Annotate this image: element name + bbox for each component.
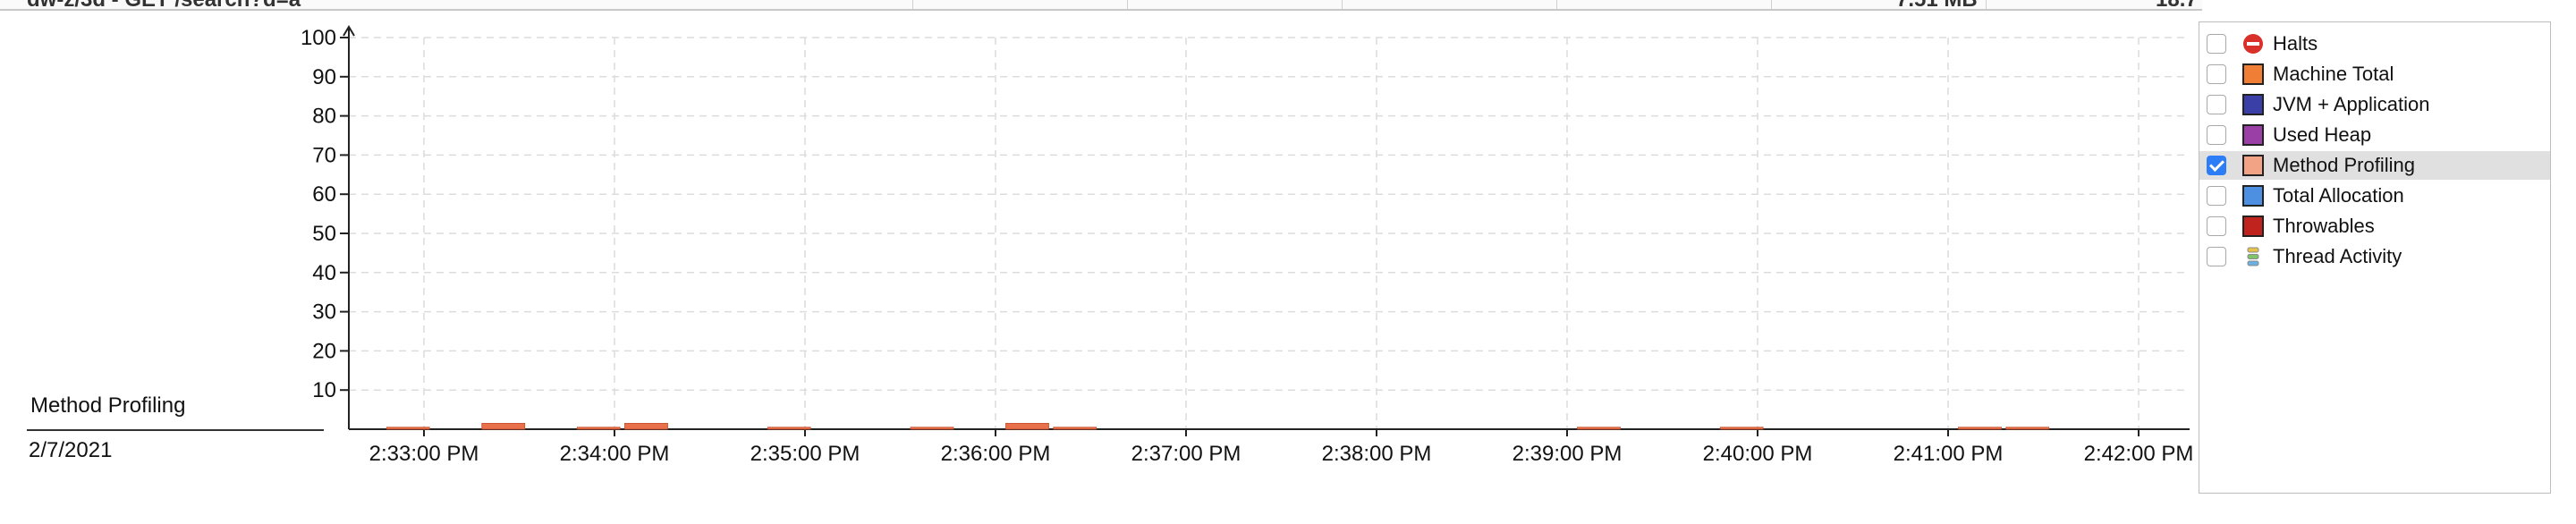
chart-plot[interactable]: 10 20 30 40 50 60 70 80 90 100 2:33:00 PM 2:34:00 …	[0, 0, 2202, 524]
data-bar	[1005, 423, 1049, 430]
y-tick-label: 70	[312, 143, 336, 167]
y-tick-label: 60	[312, 182, 336, 207]
chart-section-label: Method Profiling	[30, 393, 186, 418]
data-bar	[1577, 427, 1621, 430]
legend-checkbox[interactable]	[2207, 247, 2226, 266]
legend-item-machine-total[interactable]: Machine Total	[2199, 60, 2550, 89]
legend-checkbox[interactable]	[2207, 186, 2226, 206]
legend-label: Used Heap	[2273, 123, 2372, 146]
y-tick-label: 80	[312, 105, 336, 129]
y-tick-label: 20	[312, 339, 336, 363]
x-tick-label: 2:35:00 PM	[750, 442, 860, 466]
x-tick-label: 2:42:00 PM	[2084, 442, 2194, 466]
y-tick-label: 100	[301, 26, 336, 50]
color-swatch-icon	[2242, 63, 2264, 85]
y-tick-label: 40	[312, 261, 336, 285]
x-tick-label: 2:41:00 PM	[1894, 442, 2004, 466]
table-cell-divider	[1986, 0, 1987, 9]
legend-checkbox[interactable]	[2207, 216, 2226, 236]
table-cell-divider	[912, 0, 913, 9]
x-tick-label: 2:36:00 PM	[941, 442, 1051, 466]
legend-panel: Halts Machine Total JVM + Application Used …	[2199, 21, 2551, 494]
data-bar	[767, 427, 811, 430]
top-row-name: dw-z/3d - GET /search?d=a	[27, 0, 301, 9]
y-axis-arrow	[343, 25, 355, 37]
legend-checkbox[interactable]	[2207, 64, 2226, 84]
legend-item-total-allocation[interactable]: Total Allocation	[2199, 182, 2550, 210]
legend-item-method-profiling[interactable]: Method Profiling	[2199, 151, 2550, 180]
x-tick-label: 2:33:00 PM	[369, 442, 479, 466]
data-bar	[386, 427, 430, 430]
legend-label: Thread Activity	[2273, 245, 2402, 267]
x-tick-label: 2:38:00 PM	[1322, 442, 1432, 466]
data-bar	[1719, 427, 1764, 430]
x-tick-label: 2:40:00 PM	[1703, 442, 1813, 466]
legend-item-jvm-application[interactable]: JVM + Application	[2199, 90, 2550, 119]
color-swatch-icon	[2242, 155, 2264, 176]
table-cell-divider	[1342, 0, 1343, 9]
table-cell-divider	[1127, 0, 1128, 9]
legend-item-used-heap[interactable]: Used Heap	[2199, 121, 2550, 149]
data-bar	[481, 423, 526, 430]
y-tick-label: 10	[312, 378, 336, 402]
bars	[386, 423, 2050, 430]
data-bar	[1053, 427, 1097, 430]
data-bar	[624, 423, 668, 430]
x-tick-label: 2:34:00 PM	[560, 442, 670, 466]
legend-item-halts[interactable]: Halts	[2199, 30, 2550, 58]
color-swatch-icon	[2242, 124, 2264, 146]
table-cell-divider	[1556, 0, 1557, 9]
legend-label: Method Profiling	[2273, 154, 2415, 176]
color-swatch-icon	[2242, 216, 2264, 237]
y-axis: 10 20 30 40 50 60 70 80 90 100	[301, 25, 355, 429]
data-bar	[910, 427, 954, 430]
color-swatch-icon	[2242, 94, 2264, 115]
table-cell-divider	[1771, 0, 1772, 9]
chart-date-label: 2/7/2021	[29, 438, 113, 462]
legend-label: JVM + Application	[2273, 93, 2430, 115]
color-swatch-icon	[2242, 185, 2264, 207]
y-tick-label: 50	[312, 222, 336, 246]
top-row-count: 18.7	[2156, 0, 2198, 9]
legend-label: Halts	[2273, 32, 2318, 55]
legend-item-throwables[interactable]: Throwables	[2199, 212, 2550, 241]
halts-icon	[2242, 33, 2264, 55]
y-tick-label: 90	[312, 65, 336, 89]
x-tick-label: 2:37:00 PM	[1131, 442, 1241, 466]
legend-label: Machine Total	[2273, 63, 2394, 85]
data-bar	[576, 427, 621, 430]
legend-item-thread-activity[interactable]: Thread Activity	[2199, 242, 2550, 271]
data-bar	[2005, 427, 2050, 430]
grid-lines	[349, 37, 2190, 429]
legend-label: Throwables	[2273, 215, 2375, 237]
legend-checkbox[interactable]	[2207, 34, 2226, 54]
legend-label: Total Allocation	[2273, 184, 2404, 207]
thread-activity-icon	[2242, 246, 2264, 267]
y-tick-label: 30	[312, 300, 336, 325]
label-underline	[27, 429, 324, 431]
legend-checkbox[interactable]	[2207, 156, 2226, 175]
legend-checkbox[interactable]	[2207, 95, 2226, 114]
x-tick-label: 2:39:00 PM	[1513, 442, 1623, 466]
x-axis: 2:33:00 PM 2:34:00 PM 2:35:00 PM 2:36:00 PM…	[349, 428, 2194, 466]
table-row-top[interactable]: dw-z/3d - GET /search?d=a 7.51 MB 18.7	[0, 0, 2202, 11]
top-row-size: 7.51 MB	[1896, 0, 1978, 9]
data-bar	[1958, 427, 2002, 430]
legend-checkbox[interactable]	[2207, 125, 2226, 145]
